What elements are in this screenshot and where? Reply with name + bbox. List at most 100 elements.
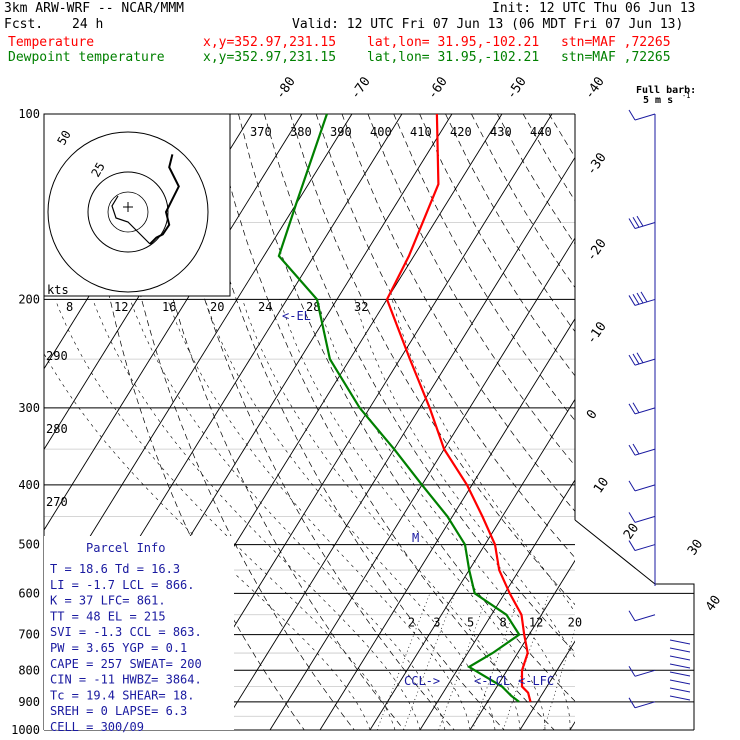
isotherm-label: -30 [584,150,610,178]
dewpoint-trace [277,113,521,703]
hodograph-box [43,113,231,297]
hodograph-speed-labels: 8 12 16 20 24 28 32 [66,300,368,314]
dry-adiabat [730,114,740,730]
hodograph-ring [87,171,169,253]
parcel-info-row: T = 18.6 Td = 16.3 [50,562,180,576]
hodo-ring-label-25: 25 [88,160,107,180]
theta-label: 420 [450,125,472,139]
dry-adiabat [134,114,405,730]
dry-adiabat [160,114,455,730]
barb-note-line1: Full barb: [636,85,696,96]
parcel-info-row: SREH = 0 LAPSE= 6.3 [50,704,187,718]
moist-adiabat [354,299,575,659]
mixing-ratio-line [376,593,431,730]
wind-barb [628,666,656,677]
parcel-info-rows: T = 18.6 Td = 16.3 LI = -1.7 LCL = 866. K … [50,562,202,734]
wind-barb [669,655,691,661]
isotherm [670,114,740,730]
legend-dewpoint: Dewpoint temperature [8,50,165,65]
dry-adiabat [289,114,575,606]
dry-adiabat [471,114,575,289]
mixing-ratio-line [438,593,489,730]
wind-barb [628,610,656,622]
hodograph-speed-label: 8 [66,300,73,314]
mixing-ratio-label: 12 [529,616,543,630]
mixing-ratio-label: 2 [408,616,415,630]
isotherm-label: 30 [685,537,706,558]
pressure-label-200: 200 [18,292,40,306]
wind-barb [628,443,656,456]
barb-note-line2: 5 m s [643,95,673,106]
dry-adiabat [341,114,575,512]
theta-side-label: 270 [46,495,68,509]
parcel-info-row: Tc = 19.4 SHEAR= 18. [50,688,195,702]
moist-adiabat [279,299,546,730]
parcel-info-row: CIN = -11 HWBZ= 3864. [50,673,202,687]
dew-latlon: lat,lon= 31.95,-102.21 [367,50,540,65]
wind-barb [669,639,691,645]
dew-station: stn=MAF ,72265 [561,50,671,65]
temp-xy: x,y=352.97,231.15 [203,35,337,50]
dry-adiabat [601,114,740,730]
dry-adiabat [627,114,740,730]
pressure-label-100: 100 [18,107,40,121]
temp-station: stn=MAF ,72265 [561,35,671,50]
parcel-info-row: CELL = 300/09 [50,720,144,734]
hodograph-ring [47,131,209,293]
pressure-label-600: 600 [18,586,40,600]
forecast-hour: 24 h [72,17,104,32]
mixing-ratio-line [543,629,575,730]
dry-adiabat [238,114,575,702]
mixing-ratio-label: 5 [467,616,474,630]
ccl-marker: CCL-> [404,674,440,688]
wind-barb [669,671,691,677]
pressure-label-1000: 1000 [11,723,40,737]
isotherm-labels: -80 -70 -60 -50 -40 -30 -20 -10 0 10 20 30 40 [273,74,724,614]
legend-temperature: Temperature [8,35,95,50]
pressure-label-500: 500 [18,538,40,552]
wind-barb [628,697,656,709]
hodograph-ring [107,191,149,233]
wind-barbs [628,109,691,709]
moist-adiabat [204,299,496,730]
forecast-label: Fcst. [4,17,44,32]
hodo-ring-label-50: 50 [54,128,73,148]
dry-adiabat [522,114,575,202]
theta-label: 390 [330,125,352,139]
mixing-ratio-label: 8 [500,616,507,630]
wind-barb [669,679,691,685]
moist-adiabat [317,299,571,730]
pressure-label-400: 400 [18,478,40,492]
isotherm [419,479,575,730]
dew-xy: x,y=352.97,231.15 [203,50,337,65]
pressure-label-700: 700 [18,628,40,642]
isotherm [269,237,575,730]
isotherm [469,559,575,730]
wind-barb [628,291,656,306]
dry-adiabat [367,114,575,467]
isotherm [319,317,575,730]
wind-barb [628,109,656,121]
isotherm-label: -10 [584,319,610,347]
theta-label: 380 [290,125,312,139]
dry-adiabat [574,114,575,115]
theta-side-label: 280 [46,422,68,436]
isotherm-label: -60 [425,74,451,102]
isotherm-label: -40 [582,74,608,102]
hodograph-trace [149,154,180,245]
dry-adiabat [653,114,740,730]
dry-adiabat [704,114,740,730]
isotherm [620,114,740,730]
dry-adiabat [445,114,575,333]
parcel-info-title: Parcel Info [86,541,165,555]
dry-adiabat [186,114,505,730]
isotherm-label: 20 [621,521,642,542]
m-marker: M [412,531,419,545]
theta-side-label: 290 [46,349,68,363]
parcel-info-row: K = 37 LFC= 861. [50,594,166,608]
init-time: Init: 12 UTC Thu 06 Jun 13 [492,1,696,16]
wind-barb [669,663,691,669]
dry-adiabat [678,114,740,730]
parcel-info-row: PW = 3.65 YGP = 0.1 [50,641,187,655]
mixing-ratio-lines [376,593,575,730]
